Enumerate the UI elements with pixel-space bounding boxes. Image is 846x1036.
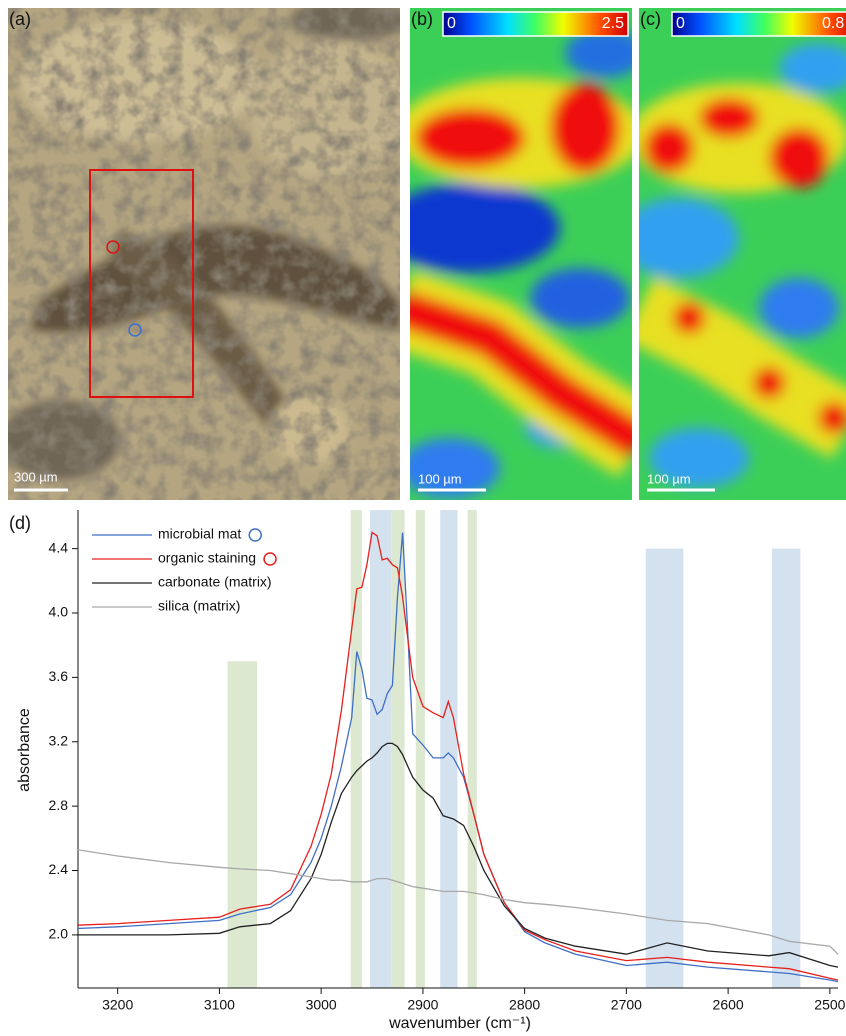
x-tick-label: 2700 <box>611 997 642 1013</box>
plot: 2.0 2.4 2.8 3.2 3.6 4.0 4.4 3200 3100 3000 2900 280… <box>49 510 846 1013</box>
x-tick-label: 3100 <box>204 997 235 1013</box>
x-tick-label: 3000 <box>306 997 337 1013</box>
scale-bar-label: 300 µm <box>14 469 58 484</box>
x-tick-label: 3200 <box>102 997 133 1013</box>
micrograph <box>0 0 410 500</box>
band <box>228 661 258 988</box>
band <box>440 510 457 988</box>
scale-bar-label: 100 µm <box>418 471 462 486</box>
colorbar-label: 2.5 <box>602 15 624 32</box>
legend-label: silica (matrix) <box>158 598 240 614</box>
panel-label: (b) <box>411 9 433 29</box>
band <box>416 510 425 988</box>
band <box>646 549 684 988</box>
scale-bar-label: 100 µm <box>647 471 691 486</box>
x-tick-label: 2900 <box>407 997 438 1013</box>
y-tick-label: 3.2 <box>49 732 69 748</box>
x-axis-label: wavenumber (cm⁻¹) <box>388 1015 531 1032</box>
y-tick-label: 2.0 <box>49 926 69 942</box>
colorbar-label: 0 <box>447 15 456 32</box>
legend-marker <box>264 553 276 565</box>
y-tick-label: 4.4 <box>49 539 69 555</box>
colorbar-label: 0.8 <box>822 15 844 32</box>
y-tick-label: 2.4 <box>49 861 69 877</box>
legend-label: carbonate (matrix) <box>158 574 272 590</box>
series-line <box>77 850 838 955</box>
map-panel <box>380 8 645 500</box>
y-tick-label: 4.0 <box>49 604 69 620</box>
band <box>772 549 800 988</box>
series-line <box>77 743 838 967</box>
y-tick-label: 2.8 <box>49 797 69 813</box>
map-panel <box>619 8 846 500</box>
figure: (a) 300 µm (b) 0 2.5 100 µm <box>0 0 846 1036</box>
legend-label: organic staining <box>158 550 256 566</box>
band <box>391 510 404 988</box>
x-tick-label: 2800 <box>509 997 540 1013</box>
band <box>351 510 362 988</box>
panel-label: (a) <box>9 9 31 29</box>
x-tick-label: 2500 <box>814 997 845 1013</box>
legend-marker <box>249 529 261 541</box>
band <box>468 510 477 988</box>
y-axis-label: absorbance <box>16 708 33 792</box>
x-tick-label: 2600 <box>713 997 744 1013</box>
panel-label: (d) <box>9 513 31 533</box>
colorbar-label: 0 <box>676 15 685 32</box>
y-tick-label: 3.6 <box>49 668 69 684</box>
panel-label: (c) <box>640 9 661 29</box>
legend-label: microbial mat <box>158 526 241 542</box>
